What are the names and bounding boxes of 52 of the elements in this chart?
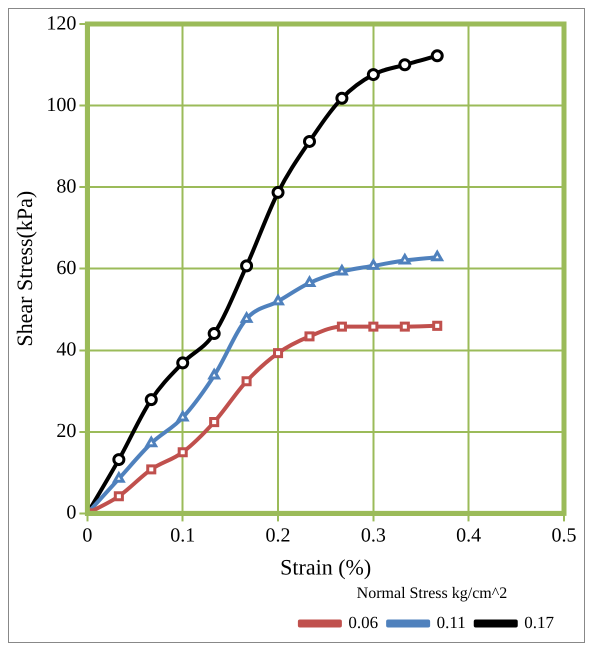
point <box>304 276 316 287</box>
legend-label: 0.17 <box>524 612 554 632</box>
point <box>176 411 189 422</box>
y-tick-label: 20 <box>56 420 76 442</box>
point <box>304 331 315 342</box>
point <box>336 322 347 332</box>
point <box>146 464 156 474</box>
y-tick-label: 80 <box>56 175 76 198</box>
point <box>272 186 285 199</box>
x-tick-label: 0.1 <box>170 524 196 547</box>
legend-label: 0.06 <box>348 612 378 632</box>
legend-label: 0.11 <box>436 612 466 632</box>
x-tick-label: 0 <box>82 524 92 547</box>
point <box>431 250 444 262</box>
point <box>240 259 254 272</box>
point <box>112 453 126 466</box>
point <box>398 254 411 265</box>
point <box>272 294 284 306</box>
x-tick-label: 0.3 <box>360 524 386 547</box>
y-tick-label: 60 <box>56 256 76 279</box>
point <box>114 491 124 502</box>
point <box>302 134 316 148</box>
x-tick-label: 0.5 <box>552 524 576 547</box>
point <box>145 436 158 448</box>
point <box>273 348 284 358</box>
point <box>432 320 442 331</box>
point <box>208 369 220 380</box>
point <box>240 312 252 323</box>
point <box>366 68 380 82</box>
point <box>178 447 188 458</box>
point <box>208 327 221 340</box>
point <box>336 265 348 276</box>
point <box>144 393 158 406</box>
point <box>176 356 190 370</box>
y-tick-label: 100 <box>46 94 76 116</box>
point <box>368 322 378 332</box>
point <box>209 417 220 428</box>
point <box>242 376 252 386</box>
point <box>335 92 348 105</box>
x-tick-label: 0.2 <box>266 524 291 547</box>
y-axis-title: Shear Stress(kPa) <box>12 190 37 347</box>
point <box>398 58 412 72</box>
y-tick-label: 120 <box>46 12 76 34</box>
x-tick-label: 0.4 <box>456 524 482 547</box>
point <box>400 322 410 332</box>
x-axis-title: Strain (%) <box>280 554 372 580</box>
y-tick-label: 40 <box>56 338 76 361</box>
point <box>368 259 380 270</box>
y-tick-label: 0 <box>66 502 76 524</box>
point <box>113 472 125 483</box>
point <box>430 49 444 62</box>
legend-title: Normal Stress kg/cm^2 <box>356 585 508 602</box>
